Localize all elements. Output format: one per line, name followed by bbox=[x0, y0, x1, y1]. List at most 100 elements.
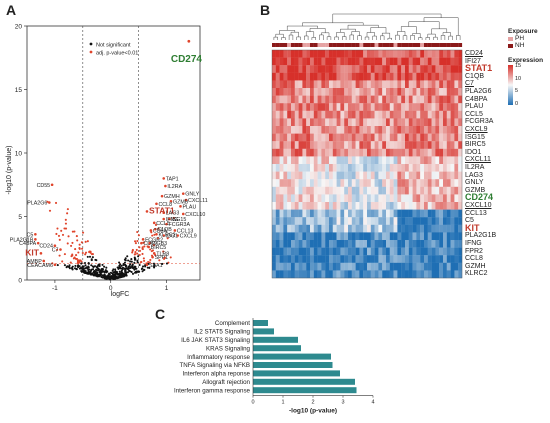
volcano-point-nonsig bbox=[124, 263, 127, 267]
volcano-gene-label: TLR8 bbox=[156, 251, 169, 257]
volcano-point-sig bbox=[46, 200, 49, 203]
heatmap-cell bbox=[405, 262, 409, 271]
heatmap-cell bbox=[344, 232, 349, 241]
volcano-point-sig bbox=[136, 252, 139, 255]
volcano-point-nonsig bbox=[87, 261, 90, 265]
heatmap-cell bbox=[374, 57, 379, 66]
volcano-gene-label: PLAU bbox=[182, 204, 196, 210]
exposure-cell bbox=[306, 43, 311, 47]
heatmap-cell bbox=[302, 57, 307, 66]
heatmap-cell bbox=[329, 103, 333, 111]
heatmap-cell bbox=[348, 202, 352, 210]
heatmap-cell bbox=[382, 262, 387, 271]
heatmap-cell bbox=[283, 224, 288, 233]
heatmap-cell bbox=[454, 148, 459, 157]
volcano-point-sig bbox=[78, 243, 81, 246]
heatmap-cell bbox=[420, 209, 425, 218]
dendrogram-branch bbox=[395, 34, 400, 40]
heatmap-cell bbox=[408, 186, 413, 195]
volcano-point-nonsig bbox=[131, 272, 135, 275]
heatmap-cell bbox=[378, 262, 383, 271]
heatmap-cell bbox=[329, 156, 333, 165]
heatmap-cell bbox=[336, 202, 341, 210]
heatmap-cell bbox=[275, 240, 280, 248]
heatmap-cell bbox=[317, 255, 322, 263]
heatmap-cell bbox=[386, 141, 390, 149]
volcano-point-nonsig bbox=[135, 267, 138, 270]
heatmap-cell bbox=[458, 50, 463, 58]
heatmap-cell bbox=[424, 232, 428, 241]
panel-letter-c: C bbox=[155, 306, 166, 322]
heatmap-cell bbox=[344, 270, 349, 279]
heatmap-cell bbox=[298, 186, 303, 195]
volcano-point-labeled bbox=[152, 221, 156, 225]
heatmap-cell bbox=[332, 141, 337, 149]
heatmap-cell bbox=[332, 80, 337, 89]
heatmap-cell bbox=[435, 224, 440, 233]
heatmap-cell bbox=[287, 240, 292, 248]
heatmap-cell bbox=[332, 247, 337, 256]
heatmap-cell bbox=[310, 148, 314, 157]
heatmap-cell bbox=[454, 57, 459, 66]
heatmap-cell bbox=[435, 262, 440, 271]
heatmap-cell bbox=[405, 171, 409, 180]
heatmap-cell bbox=[416, 270, 421, 279]
heatmap-cell bbox=[454, 110, 459, 119]
heatmap-cell bbox=[446, 186, 451, 195]
heatmap-cell bbox=[348, 57, 352, 66]
heatmap-cell bbox=[291, 179, 295, 187]
heatmap-cell bbox=[313, 72, 318, 81]
heatmap-cell bbox=[344, 164, 349, 172]
heatmap-cell bbox=[302, 255, 307, 263]
heatmap-cell bbox=[439, 209, 444, 218]
volcano-point-nonsig bbox=[86, 255, 89, 258]
volcano-gene-label: PLA2G6 bbox=[27, 201, 47, 207]
heatmap-cell bbox=[393, 88, 398, 96]
heatmap-cell bbox=[401, 50, 406, 58]
heatmap-cell bbox=[427, 224, 432, 233]
heatmap-cell bbox=[313, 270, 318, 279]
heatmap-cell bbox=[321, 88, 326, 96]
heatmap-cell bbox=[344, 255, 349, 263]
dendrogram-branch bbox=[275, 33, 284, 38]
heatmap-cell bbox=[355, 110, 360, 119]
heatmap-cell bbox=[287, 126, 292, 134]
legend-marker-sig bbox=[89, 50, 93, 54]
heatmap-cell bbox=[287, 217, 292, 225]
heatmap-cell bbox=[298, 141, 303, 149]
heatmap-cell bbox=[420, 110, 425, 119]
volcano-point-sig bbox=[66, 208, 69, 211]
heatmap-cell bbox=[306, 50, 311, 58]
heatmap-cell bbox=[298, 126, 303, 134]
volcano-point-nonsig bbox=[101, 274, 104, 277]
volcano-point-nonsig bbox=[102, 276, 105, 279]
heatmap-cell bbox=[427, 255, 432, 263]
heatmap-cell bbox=[355, 50, 360, 58]
heatmap-cell bbox=[382, 110, 387, 119]
heatmap-cell bbox=[454, 133, 459, 142]
heatmap-cell bbox=[370, 232, 375, 241]
heatmap-row-label: CD274 bbox=[465, 192, 494, 203]
heatmap-cell bbox=[443, 133, 447, 142]
heatmap-cell bbox=[317, 103, 322, 111]
heatmap-cell bbox=[291, 224, 295, 233]
volcano-point-nonsig bbox=[152, 262, 156, 265]
heatmap-cell bbox=[325, 179, 330, 187]
heatmap-cell bbox=[317, 232, 322, 241]
heatmap-cell bbox=[363, 202, 368, 210]
heatmap-cell bbox=[401, 133, 406, 142]
dendrogram-branch bbox=[311, 37, 316, 40]
heatmap-cell bbox=[427, 194, 432, 203]
heatmap-cell bbox=[302, 202, 307, 210]
heatmap-cell bbox=[313, 148, 318, 157]
heatmap-cell bbox=[298, 164, 303, 172]
heatmap-cell bbox=[405, 148, 409, 157]
heatmap-cell bbox=[443, 171, 447, 180]
heatmap-cell bbox=[272, 164, 276, 172]
heatmap-cell bbox=[386, 171, 390, 180]
heatmap-cell bbox=[370, 65, 375, 73]
volcano-point-sig bbox=[138, 253, 141, 257]
heatmap-cell bbox=[313, 95, 318, 104]
heatmap-cell bbox=[351, 164, 356, 172]
exposure-cell bbox=[370, 43, 375, 47]
